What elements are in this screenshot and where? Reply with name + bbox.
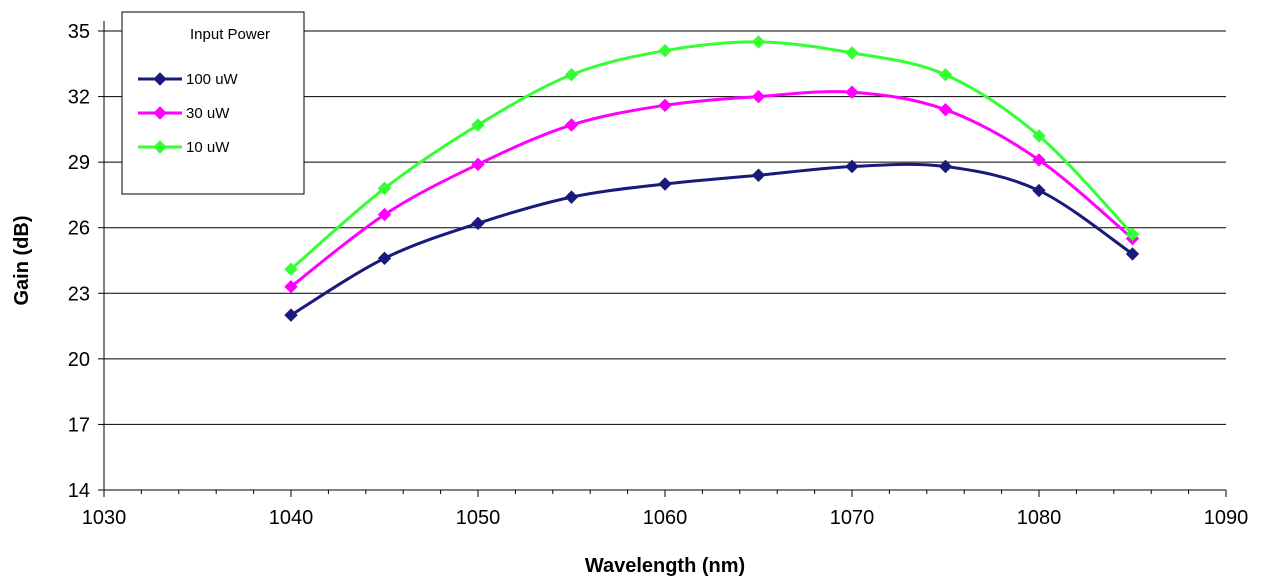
data-point-10-uW-1045 <box>377 181 392 196</box>
data-point-10-uW-1075 <box>938 68 953 82</box>
series-10-uW <box>284 35 1140 276</box>
x-axis-title: Wavelength (nm) <box>585 555 745 577</box>
data-point-100-uW-1075 <box>938 159 953 174</box>
legend-label: 30 uW <box>186 105 230 122</box>
y-axis-title: Gain (dB) <box>11 216 33 306</box>
data-point-30-uW-1040 <box>284 280 298 294</box>
data-point-100-uW-1060 <box>658 177 672 191</box>
series-100-uW <box>284 159 1140 322</box>
y-tick-label-29: 29 <box>68 152 90 174</box>
data-point-10-uW-1060 <box>658 43 672 58</box>
data-point-10-uW-1040 <box>284 262 298 276</box>
data-point-30-uW-1080 <box>1032 153 1046 167</box>
data-point-100-uW-1070 <box>845 159 859 174</box>
data-point-100-uW-1085 <box>1125 247 1140 261</box>
data-point-30-uW-1075 <box>938 102 953 117</box>
series-30-uW <box>284 85 1140 294</box>
data-point-10-uW-1070 <box>845 46 859 60</box>
legend: Input Power 100 uW 30 uW 10 uW <box>121 11 305 195</box>
legend-item-100-uW: 100 uW <box>138 71 239 88</box>
x-tick-label-1040: 1040 <box>269 507 314 529</box>
data-point-100-uW-1050 <box>471 216 485 231</box>
x-tick-label-1050: 1050 <box>456 507 501 529</box>
data-point-100-uW-1055 <box>564 190 579 204</box>
data-point-100-uW-1040 <box>284 308 298 322</box>
data-point-10-uW-1065 <box>751 35 766 49</box>
x-tick-label-1060: 1060 <box>643 507 688 529</box>
y-tick-label-17: 17 <box>68 414 90 436</box>
x-tick-label-1070: 1070 <box>830 507 875 529</box>
y-tick-label-20: 20 <box>68 349 90 371</box>
series-line-10-uW <box>290 40 1134 271</box>
legend-box <box>121 11 305 195</box>
data-point-30-uW-1055 <box>564 118 579 132</box>
data-point-10-uW-1080 <box>1032 129 1046 143</box>
y-tick-label-32: 32 <box>68 87 90 109</box>
y-tick-label-14: 14 <box>68 480 90 502</box>
legend-item-10-uW: 10 uW <box>138 139 230 156</box>
y-axis-ticks: 14 17 20 23 26 29 32 35 <box>68 21 104 502</box>
legend-label: 100 uW <box>186 71 239 88</box>
legend-swatch-marker <box>153 140 167 154</box>
x-tick-label-1030: 1030 <box>82 507 127 529</box>
data-point-30-uW-1045 <box>377 207 392 222</box>
data-point-10-uW-1085 <box>1125 227 1140 241</box>
x-axis-ticks: 1030 1040 1050 1060 1070 1080 1090 <box>82 490 1249 529</box>
data-point-30-uW-1050 <box>471 157 485 172</box>
x-tick-label-1090: 1090 <box>1204 507 1249 529</box>
y-tick-label-26: 26 <box>68 218 90 240</box>
data-point-10-uW-1055 <box>564 68 579 82</box>
legend-label: 10 uW <box>186 139 230 156</box>
series-line-100-uW <box>290 162 1134 317</box>
y-tick-label-35: 35 <box>68 21 90 43</box>
data-point-30-uW-1070 <box>845 85 859 99</box>
legend-swatch-marker <box>153 72 167 86</box>
legend-title: Input Power <box>190 26 270 43</box>
legend-swatch-marker <box>153 106 167 120</box>
data-point-100-uW-1045 <box>377 251 392 266</box>
series-layer <box>284 35 1140 322</box>
data-point-100-uW-1080 <box>1032 183 1046 198</box>
data-point-30-uW-1065 <box>751 89 766 104</box>
data-point-100-uW-1065 <box>751 168 766 182</box>
legend-item-30-uW: 30 uW <box>138 105 230 122</box>
y-tick-label-23: 23 <box>68 283 90 305</box>
data-point-10-uW-1050 <box>471 118 485 132</box>
series-line-30-uW <box>290 90 1134 288</box>
legend-items: 100 uW 30 uW 10 uW <box>138 71 239 156</box>
data-point-30-uW-1060 <box>658 98 672 113</box>
x-tick-label-1080: 1080 <box>1017 507 1062 529</box>
